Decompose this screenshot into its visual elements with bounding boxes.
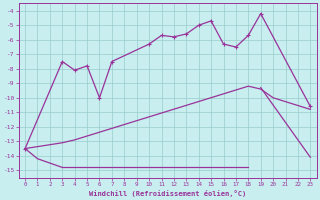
X-axis label: Windchill (Refroidissement éolien,°C): Windchill (Refroidissement éolien,°C) bbox=[89, 190, 246, 197]
